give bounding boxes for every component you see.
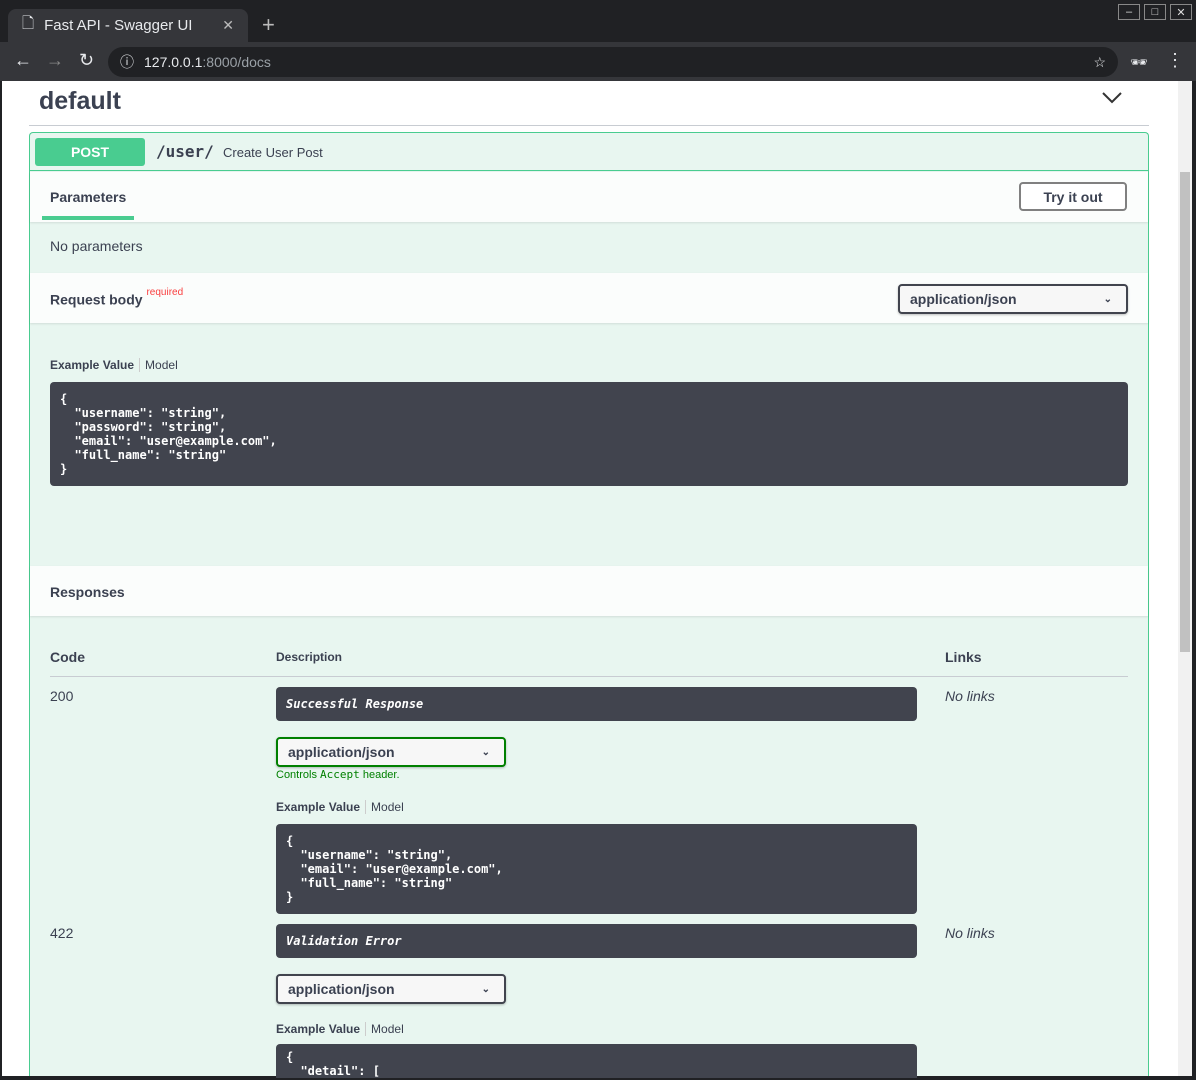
divider <box>29 125 1149 126</box>
example-tabs: Example Value Model <box>50 358 178 372</box>
close-tab-icon[interactable]: ✕ <box>222 17 234 33</box>
column-links: Links <box>945 649 982 665</box>
tab-title: Fast API - Swagger UI <box>44 17 193 34</box>
request-body-label: Request body <box>50 291 143 308</box>
request-example-code: { "username": "string", "password": "str… <box>50 382 1128 486</box>
page-icon: 🗋 <box>22 15 35 32</box>
section-title[interactable]: default <box>39 87 121 115</box>
reload-button[interactable]: ↻ <box>79 50 95 70</box>
responses-header: Responses <box>30 566 1148 616</box>
info-icon[interactable]: ⓘ <box>120 54 134 70</box>
url-host: 127.0.0.1 <box>144 54 203 70</box>
response-links: No links <box>945 925 995 941</box>
response-description: Validation Error <box>276 924 917 958</box>
chevron-down-icon: ⌄ <box>481 983 490 995</box>
select-value: application/json <box>288 744 395 760</box>
chevron-down-icon[interactable] <box>1102 91 1122 109</box>
chevron-down-icon: ⌄ <box>1103 293 1112 305</box>
minimize-button[interactable]: – <box>1118 4 1140 20</box>
new-tab-button[interactable]: + <box>262 12 275 37</box>
column-description: Description <box>276 650 343 664</box>
response-description: Successful Response <box>276 687 917 721</box>
browser-tab[interactable]: 🗋 Fast API - Swagger UI ✕ <box>8 9 248 42</box>
required-marker: required <box>146 287 184 298</box>
try-it-out-button[interactable]: Try it out <box>1019 182 1127 211</box>
operation-summary-text: Create User Post <box>223 145 323 160</box>
menu-icon[interactable]: ⋮ <box>1166 50 1184 70</box>
active-tab-indicator <box>42 216 134 220</box>
note-text: header. <box>359 769 400 781</box>
parameters-header: Parameters Try it out <box>30 172 1148 222</box>
responses-label: Responses <box>50 584 125 600</box>
tab-example-value[interactable]: Example Value <box>276 1022 367 1036</box>
close-window-button[interactable]: ✕ <box>1170 4 1192 20</box>
note-code: Accept <box>320 768 360 781</box>
request-body-header: Request body required application/json ⌄ <box>30 273 1148 323</box>
operation-path: /user/ <box>156 142 214 161</box>
tab-example-value[interactable]: Example Value <box>276 800 367 814</box>
example-tabs: Example Value Model <box>276 1022 404 1036</box>
operation-summary[interactable]: POST /user/ Create User Post <box>30 133 1148 171</box>
example-tabs: Example Value Model <box>276 800 404 814</box>
back-button[interactable]: ← <box>14 50 32 70</box>
tab-model[interactable]: Model <box>145 358 178 372</box>
controls-accept-note: Controls Accept header. <box>276 768 400 781</box>
response-content-type-select[interactable]: application/json ⌄ <box>276 974 506 1004</box>
forward-button[interactable]: → <box>46 50 64 70</box>
response-content-type-select[interactable]: application/json ⌄ <box>276 737 506 767</box>
method-badge: POST <box>35 138 145 166</box>
note-text: Controls <box>276 769 321 781</box>
page: default POST /user/ Create User Post Par… <box>2 81 1178 1078</box>
chevron-down-icon: ⌄ <box>481 746 490 758</box>
tab-example-value[interactable]: Example Value <box>50 358 141 372</box>
tab-parameters[interactable]: Parameters <box>50 189 127 205</box>
scrollbar-thumb[interactable] <box>1180 172 1190 652</box>
tab-model[interactable]: Model <box>371 800 404 814</box>
url-path: :8000/docs <box>202 54 271 70</box>
no-parameters-text: No parameters <box>50 238 143 254</box>
select-value: application/json <box>288 981 395 997</box>
response-code-200: 200 <box>50 688 74 704</box>
response-links: No links <box>945 688 995 704</box>
select-value: application/json <box>910 291 1017 307</box>
incognito-icon[interactable]: 🕶 <box>1130 54 1148 70</box>
tab-model[interactable]: Model <box>371 1022 404 1036</box>
response-example-code: { "username": "string", "email": "user@e… <box>276 824 917 914</box>
operation-block: POST /user/ Create User Post Parameters … <box>29 132 1149 1078</box>
maximize-button[interactable]: □ <box>1144 4 1166 20</box>
divider <box>50 676 1128 677</box>
response-code-422: 422 <box>50 925 74 941</box>
request-content-type-select[interactable]: application/json ⌄ <box>898 284 1128 314</box>
star-icon[interactable]: ☆ <box>1093 53 1106 70</box>
address-bar[interactable]: ⓘ 127.0.0.1:8000/docs ☆ <box>108 47 1118 77</box>
column-code: Code <box>50 649 85 665</box>
response-example-code: { "detail": [ <box>276 1044 917 1078</box>
